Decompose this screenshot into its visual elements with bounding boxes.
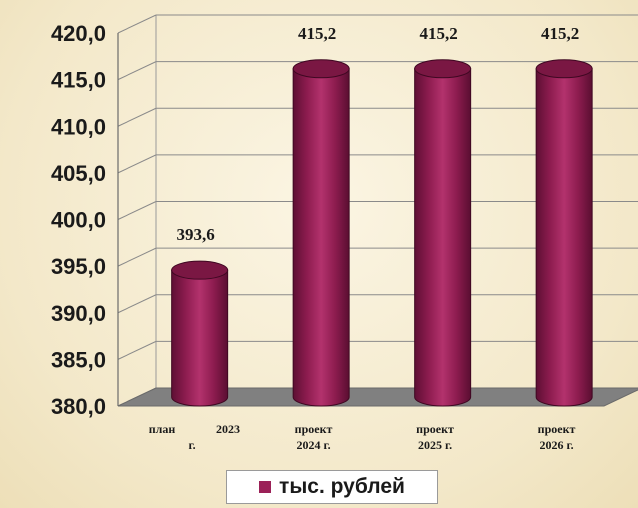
bar-top [171,260,229,280]
legend-label: тыс. рублей [279,475,405,498]
x-tick-label: план 2023 г. [149,422,240,452]
data-labels: 393,6 415,2 415,2 415,2 [177,24,580,244]
y-tick-label: 415,0 [51,68,106,93]
bars [171,59,593,407]
y-tick-label: 420,0 [51,21,106,46]
bar-top [414,59,472,79]
legend: тыс. рублей [226,470,438,504]
x-tick-label: проект 2025 г. [416,422,454,452]
gridline-depth [117,107,157,127]
bar-body [171,269,229,407]
bar-body [535,68,593,407]
data-label: 415,2 [298,24,336,43]
gridline-depth [117,247,157,267]
legend-swatch [259,481,272,493]
bar [414,59,472,407]
x-tick-label: проект 2024 г. [295,422,333,452]
bar [171,260,229,407]
gridline-depth [117,201,157,220]
bar-body [414,68,472,407]
y-tick-label: 380,0 [51,394,106,419]
y-tick-label: 385,0 [51,347,106,372]
gridline-depth [117,294,157,314]
data-label: 393,6 [177,225,215,244]
y-tick-label: 410,0 [51,114,106,139]
bar-body [292,68,350,407]
data-label: 415,2 [541,24,579,43]
x-tick-label: проект 2026 г. [538,422,576,452]
bar [292,59,350,407]
y-tick-label: 400,0 [51,208,106,233]
bar-top [535,59,593,79]
bar-top [292,59,350,79]
y-tick-label: 405,0 [51,161,106,186]
gridline-depth [117,61,157,81]
y-axis: 380,0 385,0 390,0 395,0 400,0 405,0 410,0 415,0… [51,21,106,419]
bar [535,59,593,407]
gridline-depth [117,14,157,34]
data-label: 415,2 [420,24,458,43]
gridline-depth [117,154,157,174]
y-tick-label: 390,0 [51,301,106,326]
gridline-depth [117,340,157,360]
y-tick-label: 395,0 [51,254,106,279]
x-axis: план 2023 г. проект 2024 г. проект 2025 г. прое… [149,422,576,452]
